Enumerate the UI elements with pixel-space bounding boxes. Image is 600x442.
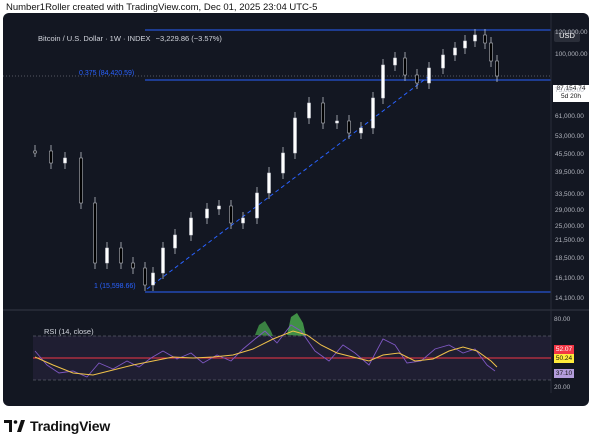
- price-tick: 18,500.00: [555, 255, 584, 262]
- candle-body: [173, 234, 177, 249]
- candle-body: [335, 120, 339, 124]
- tradingview-brand[interactable]: TradingView: [4, 418, 110, 434]
- candle-body: [293, 117, 297, 154]
- candle-body: [255, 192, 259, 219]
- rsi-tick-lower: 20.00: [554, 384, 571, 391]
- price-tick: 120,000.00: [555, 29, 588, 36]
- rsi-line: [34, 324, 496, 378]
- candle-body: [371, 97, 375, 129]
- current-price-badge: 87,154.74 5d 20h: [553, 85, 589, 102]
- rsi-overbought-fill: [255, 321, 273, 336]
- price-tick: 29,000.00: [555, 207, 584, 214]
- rsi-badge-mid: 52.07: [554, 345, 574, 354]
- candle-body: [33, 150, 37, 154]
- candle-body: [49, 150, 53, 164]
- rsi-overbought-fill-2: [287, 313, 306, 336]
- symbol-name: Bitcoin / U.S. Dollar · 1W · INDEX: [38, 34, 151, 43]
- chart-caption: Number1Roller created with TradingView.c…: [0, 0, 600, 16]
- rsi-badge-ma: 50.24: [554, 354, 574, 363]
- tradingview-logo-icon: [4, 420, 25, 432]
- candle-body: [93, 202, 97, 264]
- price-tick: 53,000.00: [555, 133, 584, 140]
- price-chart[interactable]: [3, 13, 589, 406]
- trend-line: [146, 76, 429, 290]
- price-tick: 25,000.00: [555, 223, 584, 230]
- candle-body: [217, 205, 221, 210]
- symbol-legend[interactable]: Bitcoin / U.S. Dollar · 1W · INDEX −3,22…: [38, 34, 222, 43]
- fib-label-1: 1 (15,598.66): [94, 283, 136, 290]
- candle-body: [427, 67, 431, 84]
- current-price-value: 87,154.74: [556, 85, 586, 92]
- candle-body: [473, 34, 477, 42]
- candle-body: [307, 102, 311, 119]
- price-tick: 45,500.00: [555, 151, 584, 158]
- price-tick: 75,000.00: [555, 87, 584, 94]
- candle-body: [161, 247, 165, 274]
- candle-body: [143, 267, 147, 286]
- candle-body: [441, 54, 445, 69]
- candle-body: [63, 157, 67, 164]
- currency-badge[interactable]: USD: [554, 30, 580, 42]
- price-tick: 39,500.00: [555, 169, 584, 176]
- candle-body: [151, 272, 155, 286]
- candle-body: [119, 247, 123, 264]
- price-tick: 33,500.00: [555, 191, 584, 198]
- candle-body: [347, 120, 351, 134]
- price-tick: 61,000.00: [555, 113, 584, 120]
- candle-body: [281, 152, 285, 174]
- price-change: −3,229.86 (−3.57%): [155, 34, 222, 43]
- candle-body: [359, 127, 363, 134]
- candle-body: [463, 40, 467, 49]
- rsi-ma-line: [34, 330, 498, 376]
- price-tick: 100,000.00: [555, 51, 588, 58]
- chart-area[interactable]: Bitcoin / U.S. Dollar · 1W · INDEX −3,22…: [3, 13, 589, 406]
- bar-countdown: 5d 20h: [561, 93, 581, 100]
- rsi-tick-upper: 80.00: [554, 316, 571, 323]
- candlestick-series: [33, 29, 499, 291]
- candle-body: [415, 74, 419, 84]
- candle-body: [495, 60, 499, 77]
- candle-body: [483, 34, 487, 44]
- footer: TradingView: [0, 408, 600, 442]
- candle-body: [381, 64, 385, 99]
- candle-body: [321, 102, 325, 124]
- candle-body: [241, 217, 245, 224]
- candle-body: [205, 208, 209, 219]
- candle-body: [403, 57, 407, 76]
- candle-body: [229, 205, 233, 224]
- candle-body: [189, 217, 193, 236]
- candle-body: [393, 57, 397, 66]
- rsi-badge-value: 37.10: [554, 369, 574, 378]
- brand-name: TradingView: [30, 418, 111, 434]
- candle-body: [453, 47, 457, 56]
- candle-body: [489, 42, 493, 62]
- fib-label-0375: 0.375 (84,420.59): [79, 70, 135, 77]
- price-tick: 16,100.00: [555, 275, 584, 282]
- candle-body: [105, 247, 109, 264]
- price-tick: 14,100.00: [555, 295, 584, 302]
- rsi-title[interactable]: RSI (14, close): [44, 327, 94, 336]
- candle-body: [131, 262, 135, 269]
- candle-body: [267, 172, 271, 194]
- price-tick: 21,500.00: [555, 237, 584, 244]
- candle-body: [79, 157, 83, 204]
